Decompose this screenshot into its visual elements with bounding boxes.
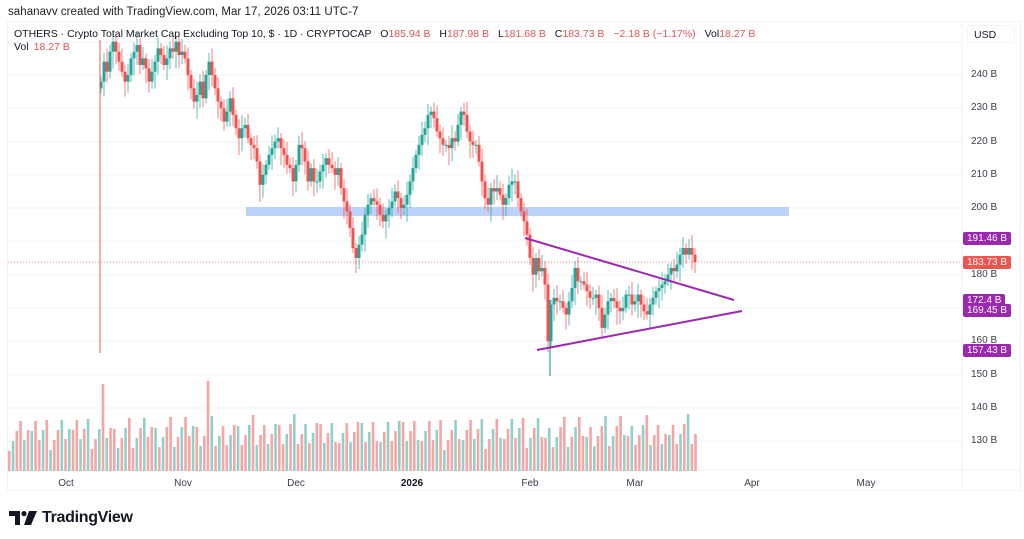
- price-axis-label: 230 B: [971, 102, 998, 113]
- high-label: H: [439, 28, 447, 40]
- price-tag: 169.45 B: [963, 304, 1012, 317]
- vol-value: 18.27 B: [719, 28, 756, 40]
- time-axis-label: Dec: [287, 478, 305, 489]
- time-axis-label: Oct: [58, 478, 74, 489]
- price-axis-label: 210 B: [971, 169, 998, 180]
- price-axis-label: 150 B: [971, 369, 998, 380]
- price-axis-label: 240 B: [971, 69, 998, 80]
- chart-frame: [7, 21, 1021, 491]
- price-axis-label: 130 B: [971, 435, 998, 446]
- tradingview-wordmark: TradingView: [42, 509, 133, 526]
- price-axis-label: 140 B: [971, 402, 998, 413]
- price-axis-label: 220 B: [971, 136, 998, 147]
- descending-trendline[interactable]: [524, 237, 735, 301]
- price-tag: 191.46 B: [963, 232, 1012, 245]
- time-axis-label: May: [856, 478, 876, 489]
- open-value: 185.94 B: [388, 28, 431, 40]
- high-value: 187.98 B: [447, 28, 490, 40]
- time-axis-label: 2026: [400, 478, 424, 489]
- close-value: 183.73 B: [562, 28, 605, 40]
- chart-credit: sahanavv created with TradingView.com, M…: [8, 6, 359, 18]
- price-axis-label: 160 B: [971, 335, 998, 346]
- volume-bars: [8, 381, 697, 471]
- currency-button[interactable]: USD: [967, 25, 1015, 43]
- tradingview-logo-icon: [9, 511, 37, 525]
- vol-label: Vol: [704, 28, 720, 40]
- volume-legend-label: Vol: [14, 41, 29, 53]
- change-value: −2.18 B (−1.17%): [613, 28, 696, 40]
- time-axis-label: Mar: [626, 478, 644, 489]
- low-label: L: [497, 28, 504, 40]
- ohlc-legend: OTHERS · Crypto Total Market Cap Excludi…: [14, 28, 755, 40]
- price-tag: 183.73 B: [963, 256, 1012, 269]
- symbol-description[interactable]: OTHERS · Crypto Total Market Cap Excludi…: [14, 28, 372, 40]
- support-zone[interactable]: [246, 207, 789, 216]
- close-label: C: [554, 28, 563, 40]
- price-axis-label: 200 B: [971, 202, 998, 213]
- candlesticks: [99, 30, 697, 376]
- time-axis-label: Apr: [744, 478, 760, 489]
- time-axis-label: Nov: [174, 478, 192, 489]
- volume-legend-value: 18.27 B: [33, 41, 70, 53]
- price-tag: 157.43 B: [963, 344, 1012, 357]
- grid-lines: [8, 41, 962, 442]
- tradingview-logo[interactable]: TradingView: [9, 509, 133, 527]
- open-label: O: [380, 28, 389, 40]
- price-tag: 172.4 B: [963, 294, 1006, 307]
- time-axis-label: Feb: [521, 478, 539, 489]
- low-value: 181.68 B: [503, 28, 546, 40]
- price-axis-label: 180 B: [971, 269, 998, 280]
- volume-legend: Vol 18.27 B: [14, 41, 70, 53]
- ascending-trendline[interactable]: [536, 310, 743, 351]
